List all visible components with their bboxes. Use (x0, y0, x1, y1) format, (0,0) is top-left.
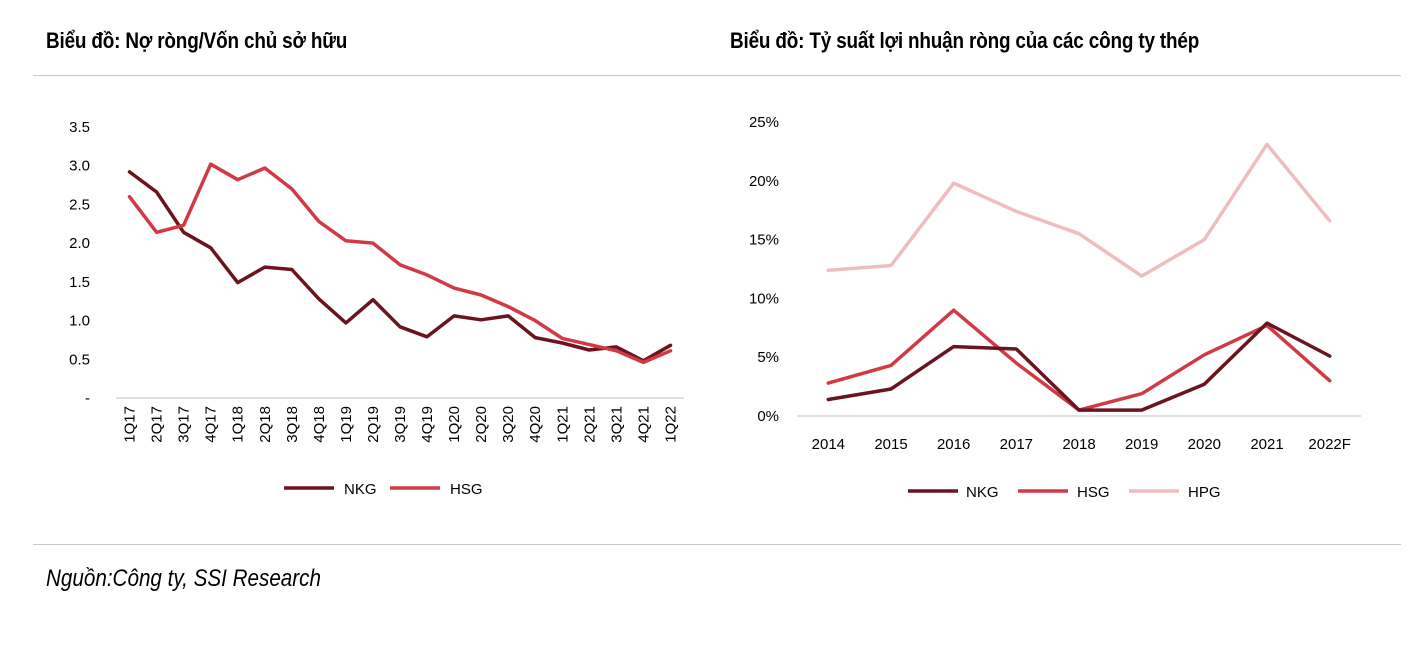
y-tick-label: 1.0 (69, 313, 90, 330)
x-tick-label: 2Q18 (257, 406, 274, 443)
x-tick-label: 1Q17 (122, 406, 139, 443)
x-tick-label: 4Q18 (311, 406, 328, 443)
y-tick-label: - (85, 390, 90, 407)
y-tick-label: 3.0 (69, 158, 90, 175)
x-tick-label: 2016 (937, 436, 970, 453)
y-tick-label: 5% (757, 349, 779, 366)
chart-title-net-margin: Biểu đồ: Tỷ suất lợi nhuận ròng của các … (730, 28, 1200, 53)
x-tick-label: 3Q18 (284, 406, 301, 443)
source-note: Nguồn:Công ty, SSI Research (46, 565, 321, 592)
y-tick-label: 2.0 (69, 235, 90, 252)
x-tick-label: 2018 (1062, 436, 1095, 453)
chart-title-net-debt-equity: Biểu đồ: Nợ ròng/Vốn chủ sở hữu (46, 28, 348, 53)
x-tick-label: 3Q21 (608, 406, 625, 443)
top-divider (33, 75, 1401, 76)
series-line-nkg (127, 170, 673, 363)
legend-label-nkg: NKG (344, 481, 377, 498)
x-tick-label: 2020 (1188, 436, 1221, 453)
x-tick-label: 3Q19 (392, 406, 409, 443)
x-tick-label: 4Q19 (419, 406, 436, 443)
series-line-hpg (826, 142, 1332, 278)
x-tick-label: 2015 (874, 436, 907, 453)
x-tick-label: 2014 (812, 436, 845, 453)
x-tick-label: 2Q21 (581, 406, 598, 443)
y-tick-label: 1.5 (69, 274, 90, 291)
x-tick-label: 4Q21 (635, 406, 652, 443)
x-tick-label: 1Q18 (230, 406, 247, 443)
legend-label-nkg: NKG (966, 484, 999, 501)
y-tick-label: 0.5 (69, 351, 90, 368)
series-line-hsg (826, 308, 1332, 412)
y-tick-label: 15% (749, 232, 779, 249)
legend-label-hsg: HSG (450, 481, 483, 498)
x-tick-label: 4Q17 (203, 406, 220, 443)
y-tick-label: 25% (749, 114, 779, 131)
legend-label-hsg: HSG (1077, 484, 1110, 501)
series-line-hsg (127, 162, 673, 365)
x-tick-label: 2Q19 (365, 406, 382, 443)
x-tick-label: 1Q21 (554, 406, 571, 443)
series-line-nkg (826, 321, 1332, 412)
x-tick-label: 1Q20 (446, 406, 463, 443)
x-tick-label: 2021 (1250, 436, 1283, 453)
x-tick-label: 1Q19 (338, 406, 355, 443)
x-tick-label: 3Q17 (176, 406, 193, 443)
bottom-divider (33, 544, 1401, 545)
x-tick-label: 4Q20 (527, 406, 544, 443)
x-tick-label: 1Q22 (662, 406, 679, 443)
x-tick-label: 2Q17 (149, 406, 166, 443)
legend-label-hpg: HPG (1188, 484, 1221, 501)
y-tick-label: 2.5 (69, 196, 90, 213)
x-tick-label: 2017 (1000, 436, 1033, 453)
x-tick-label: 2022F (1308, 436, 1351, 453)
x-tick-label: 2019 (1125, 436, 1158, 453)
x-tick-label: 3Q20 (500, 406, 517, 443)
y-tick-label: 3.5 (69, 119, 90, 136)
y-tick-label: 10% (749, 290, 779, 307)
y-tick-label: 0% (757, 408, 779, 425)
y-tick-label: 20% (749, 173, 779, 190)
x-tick-label: 2Q20 (473, 406, 490, 443)
